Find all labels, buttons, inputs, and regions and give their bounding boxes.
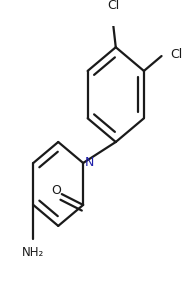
Text: Cl: Cl	[170, 48, 182, 61]
Text: NH₂: NH₂	[22, 246, 45, 259]
Text: O: O	[52, 184, 62, 198]
Text: Cl: Cl	[107, 0, 119, 12]
Text: N: N	[84, 157, 94, 170]
